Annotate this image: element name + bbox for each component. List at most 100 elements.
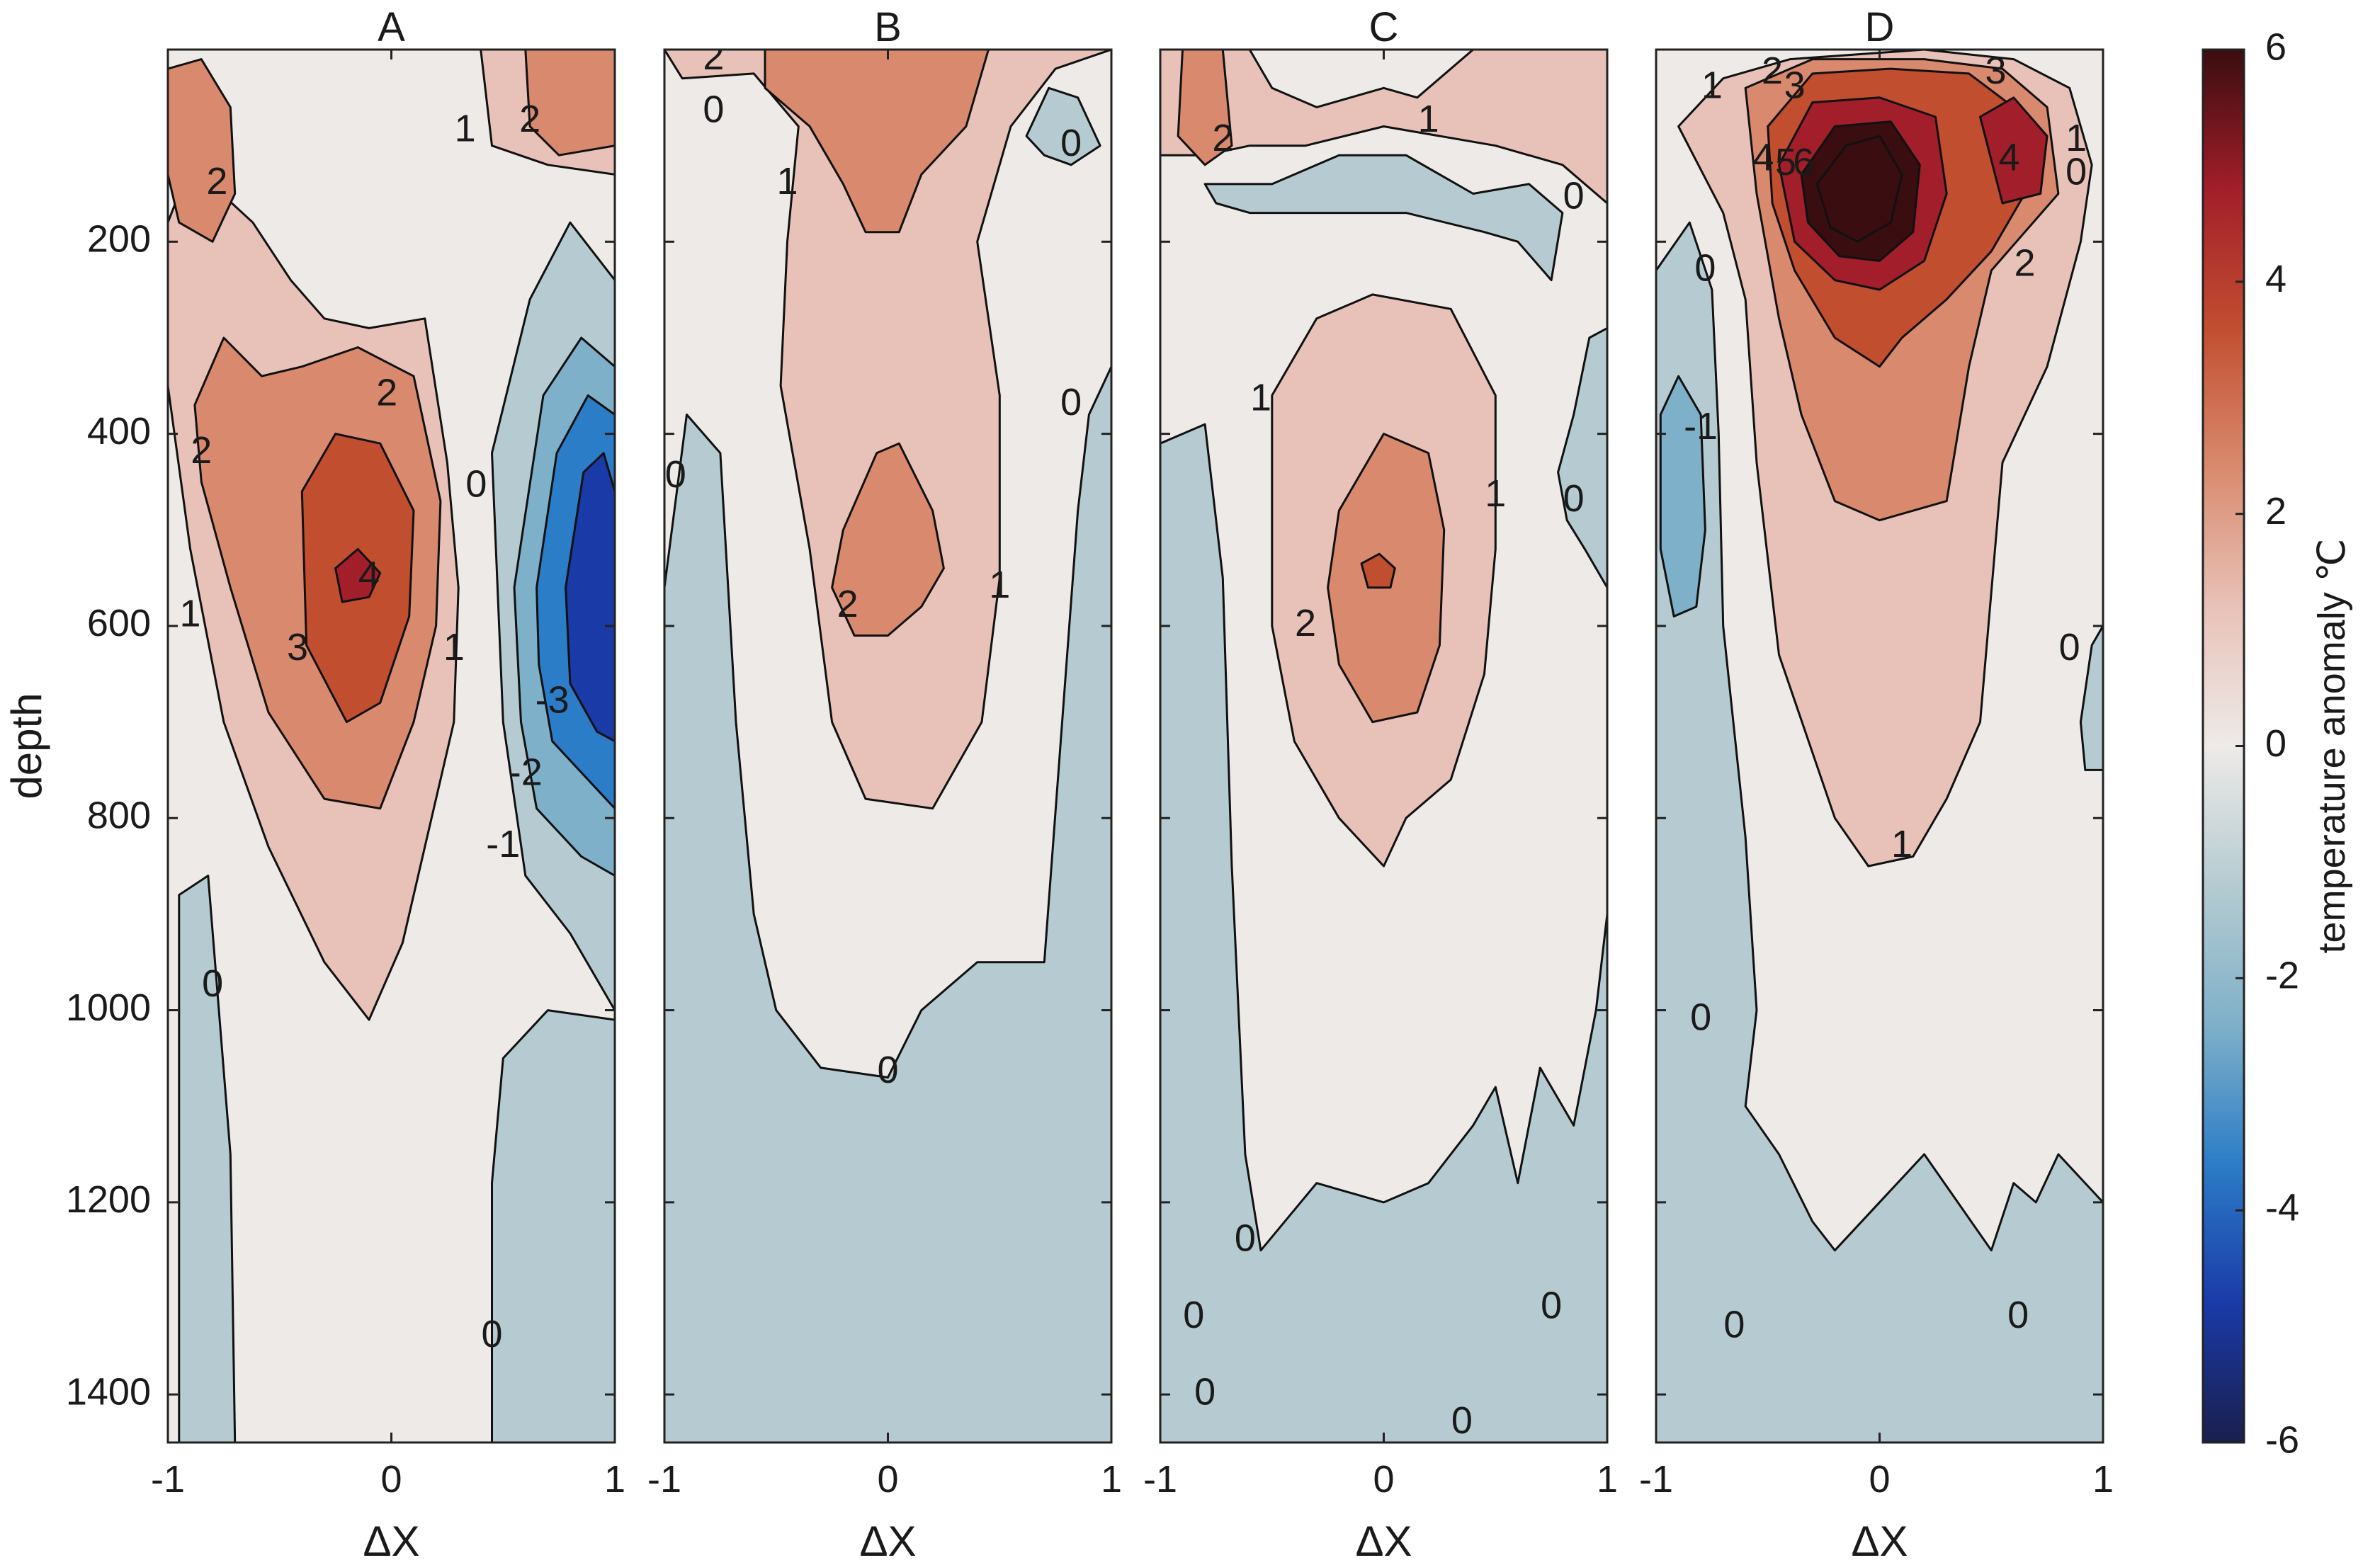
contour-label: 0	[1183, 1294, 1204, 1336]
contour-region	[178, 875, 237, 1442]
colorbar-tick-label: -6	[2265, 1418, 2299, 1461]
contour-label: 0	[2066, 151, 2087, 193]
colorbar-ticks: 6 4 2 0 -2 -4 -6	[2236, 25, 2299, 1461]
contour-label: 0	[465, 462, 487, 505]
contour-label: 1	[989, 564, 1010, 606]
contour-label: 4	[1752, 136, 1774, 178]
contour-label: 1	[455, 108, 476, 150]
contour-label: 0	[1723, 1303, 1745, 1345]
contour-label: 1	[1250, 376, 1271, 419]
colorbar-tick-label: 6	[2265, 25, 2286, 68]
contour-region	[1656, 221, 2103, 1442]
contour-region	[1203, 154, 1564, 282]
contour-label: 0	[2007, 1294, 2029, 1336]
y-tick-label: 200	[87, 218, 151, 261]
contour-label: 1	[777, 160, 798, 203]
contour-label: 1	[443, 626, 465, 668]
x-tick-label: 1	[604, 1458, 625, 1501]
contour-label: 2	[376, 372, 397, 414]
y-tick-label: 1000	[66, 986, 151, 1029]
contour-region	[1360, 552, 1396, 589]
contour-label: 2	[703, 35, 724, 78]
contour-region	[764, 50, 990, 234]
contour-label: 2	[1295, 602, 1316, 644]
contour-label: 0	[202, 962, 223, 1005]
x-axis-labels: ΔX ΔX ΔX ΔX	[363, 1518, 1908, 1565]
contour-label: 2	[206, 160, 227, 203]
y-tick-label: 800	[87, 795, 151, 837]
contour-label: -1	[486, 823, 520, 865]
contour-region	[491, 1009, 615, 1442]
contour-label: 0	[1563, 175, 1585, 217]
contour-label: 1	[1891, 823, 1912, 865]
contour-label: 0	[1563, 477, 1585, 520]
contour-label: 0	[877, 1049, 898, 1091]
x-tick-label: -1	[151, 1458, 185, 1501]
contour-region	[664, 365, 1111, 1442]
contour-region	[1160, 423, 1607, 1442]
contour-region	[168, 58, 237, 243]
contour-label: -2	[509, 751, 543, 793]
contour-label: 0	[1451, 1399, 1473, 1442]
contour-label: 2	[2014, 241, 2036, 284]
colorbar-tick-label: 2	[2265, 490, 2286, 533]
contour-label: 1	[1418, 98, 1439, 140]
panel-title: A	[378, 4, 405, 50]
y-tick-label: 600	[87, 602, 151, 644]
contour-label: 6	[1793, 141, 1814, 183]
colorbar-label: temperature anomaly ℃	[2311, 539, 2353, 954]
contour-label: 0	[1541, 1284, 1562, 1326]
contour-label: 1	[180, 593, 201, 635]
contour-label: 4	[1998, 136, 2019, 178]
x-tick-label: 1	[1597, 1458, 1618, 1501]
contour-label: 2	[837, 583, 858, 625]
contour-region	[1160, 50, 1607, 205]
colorbar-tick-label: 4	[2265, 258, 2286, 300]
contour-region	[1659, 375, 1706, 618]
panel-title: D	[1865, 4, 1895, 50]
contour-label: 1	[2066, 117, 2087, 159]
panel-a: 1 2 2 2 2 0 1 3 4 1 -3 -2 -1 0 0 A 200 400 600 800 1000 1200 1…	[66, 4, 625, 1501]
contour-label: 0	[703, 88, 724, 130]
y-tick-label: 1200	[66, 1178, 151, 1221]
x-tick-label: 0	[1869, 1458, 1890, 1501]
contour-label: 3	[1784, 64, 1806, 107]
contour-region	[1815, 135, 1903, 243]
contour-label: 2	[1212, 117, 1233, 159]
contour-label: 0	[2059, 626, 2080, 668]
contour-label: 3	[1985, 50, 2007, 92]
x-tick-label: 0	[380, 1458, 402, 1501]
contour-label: -1	[1684, 405, 1718, 448]
colorbar: 6 4 2 0 -2 -4 -6 temperature anomaly ℃	[2202, 25, 2353, 1461]
contour-region	[334, 547, 382, 603]
x-axis-label: ΔX	[1355, 1518, 1412, 1565]
colorbar-tick-label: 0	[2265, 722, 2286, 765]
contour-label: 0	[1060, 122, 1082, 164]
contour-region	[831, 442, 945, 637]
colorbar-tick-label: -2	[2265, 955, 2299, 997]
contour-region	[2079, 625, 2103, 771]
contour-label: 2	[519, 98, 540, 140]
contour-label: 0	[481, 1313, 502, 1355]
contour-label: 0	[1690, 996, 1711, 1038]
contour-label: 0	[1235, 1217, 1256, 1259]
contour-region	[664, 50, 1111, 810]
panel-title: C	[1369, 4, 1399, 50]
x-tick-label: -1	[647, 1458, 681, 1501]
contour-region	[1557, 326, 1607, 589]
contour-region	[1177, 50, 1233, 166]
contour-label: 1	[1485, 472, 1506, 515]
x-tick-label: 0	[1373, 1458, 1394, 1501]
contour-label: 5	[1775, 141, 1796, 183]
contour-label: 0	[1694, 246, 1716, 289]
x-tick-label: -1	[1639, 1458, 1673, 1501]
x-tick-label: 1	[2092, 1458, 2114, 1501]
contour-label: 0	[1060, 381, 1082, 423]
contour-label: 4	[358, 554, 380, 596]
contour-label: 0	[1194, 1370, 1216, 1413]
contour-region	[565, 452, 615, 743]
contour-label: 2	[191, 429, 212, 472]
